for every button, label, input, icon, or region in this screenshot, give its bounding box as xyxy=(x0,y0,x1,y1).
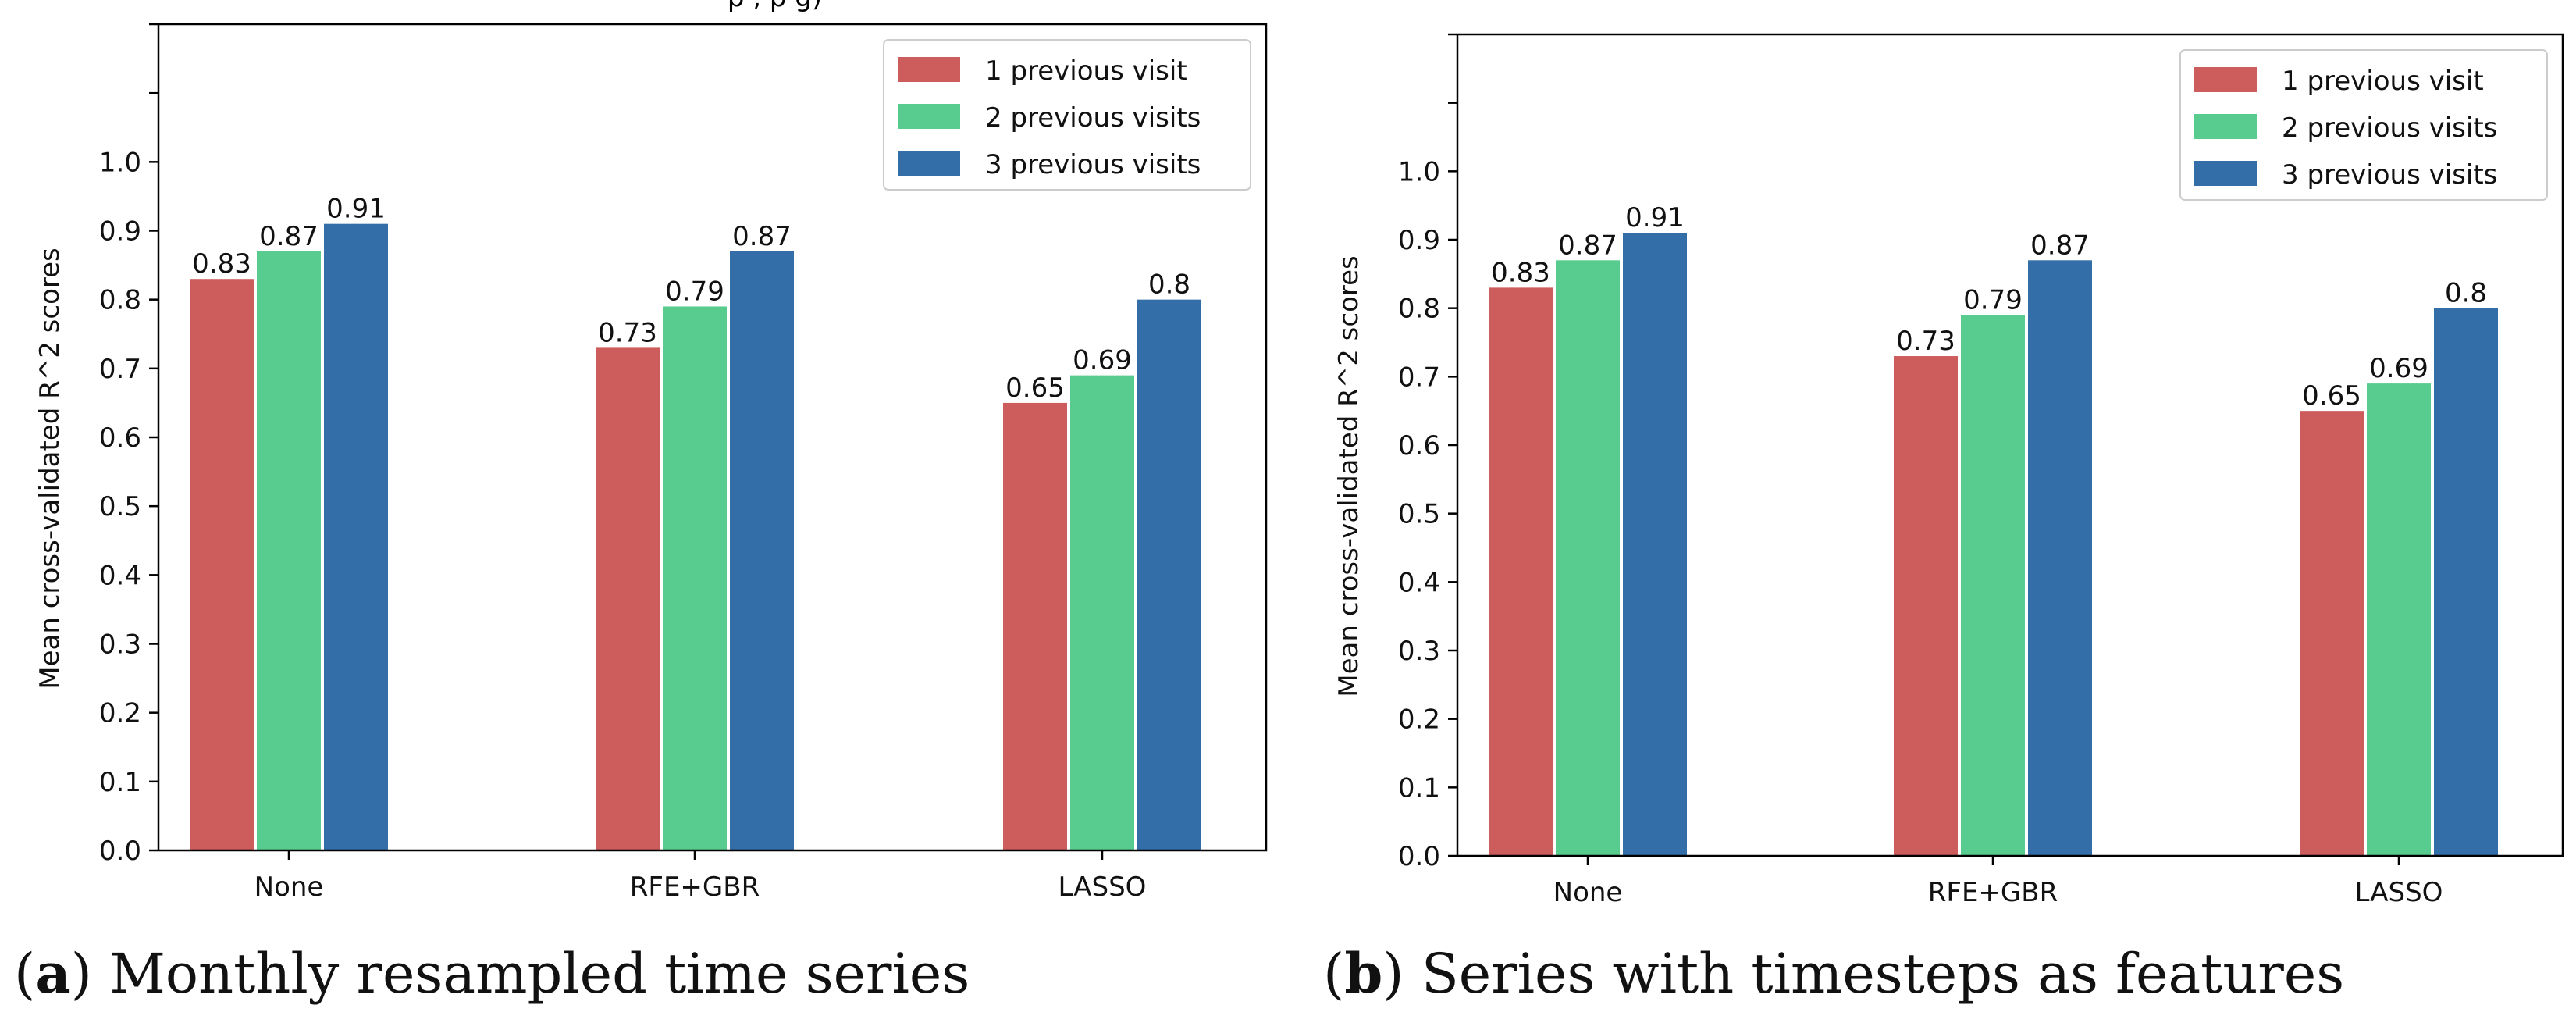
data-label-a-s3-3: 0.8 xyxy=(1148,269,1190,301)
bar-b-s3-rfegbr xyxy=(2028,260,2092,856)
y-tick-label-b-7: 0.7 xyxy=(1398,362,1440,393)
bar-a-s2-lasso xyxy=(1070,375,1134,850)
caption-a: (a) Monthly resampled time series xyxy=(14,941,970,1006)
legend-swatch-b-3 xyxy=(2194,161,2257,186)
x-tick-label-a-3: LASSO xyxy=(1059,871,1147,903)
data-label-a-s1-3: 0.65 xyxy=(1005,372,1065,404)
legend-box-b xyxy=(2179,49,2548,201)
data-label-a-s2-3: 0.69 xyxy=(1073,345,1132,376)
y-axis-label-a: Mean cross-validated R^2 scores xyxy=(34,248,66,689)
data-label-b-s1-3: 0.65 xyxy=(2302,380,2361,412)
legend-box-a xyxy=(883,39,1251,191)
y-tick-label-a-7: 0.7 xyxy=(99,354,141,385)
x-tick-label-a-1: None xyxy=(254,871,324,903)
bar-a-s1-rfegbr xyxy=(596,347,660,851)
legend-swatch-a-1 xyxy=(898,57,960,82)
caption-b-text: Series with timesteps as features xyxy=(1421,942,2345,1006)
x-tick-label-b-2: RFE+GBR xyxy=(1928,877,2058,908)
data-label-b-s1-1: 0.83 xyxy=(1491,257,1550,288)
bar-a-s1-none xyxy=(190,279,254,850)
data-label-b-s2-1: 0.87 xyxy=(1558,230,1617,261)
bar-b-s1-lasso xyxy=(2300,411,2364,856)
y-tick-label-b-6: 0.6 xyxy=(1398,430,1440,462)
bar-b-s2-lasso xyxy=(2367,383,2431,857)
chart-panel-b: 0.83 0.73 0.65 0.87 0.79 0.69 0.91 0.87 0.8 0.0 0.… xyxy=(1288,0,2576,1030)
y-tick-label-a-9: 0.9 xyxy=(99,216,141,248)
y-tick-label-b-8: 0.8 xyxy=(1398,294,1440,325)
bar-b-s3-none xyxy=(1623,233,1687,856)
data-label-a-s1-2: 0.73 xyxy=(598,317,657,348)
legend-swatch-b-1 xyxy=(2194,67,2257,92)
bar-a-s2-rfegbr xyxy=(663,306,727,850)
y-tick-label-a-10: 1.0 xyxy=(99,147,141,178)
y-tick-label-a-2: 0.2 xyxy=(99,698,141,729)
data-label-b-s1-2: 0.73 xyxy=(1896,326,1955,357)
chart-title-a: p , p g) xyxy=(728,0,822,13)
y-tick-label-a-4: 0.4 xyxy=(99,560,141,591)
y-tick-label-b-3: 0.3 xyxy=(1398,636,1440,667)
chart-a: p , p g) 0.83 0.73 0.65 0.87 0.79 0.69 0.91 0.87… xyxy=(34,0,1268,903)
data-label-b-s3-1: 0.91 xyxy=(1625,202,1685,233)
y-tick-label-b-4: 0.4 xyxy=(1398,567,1440,598)
legend-swatch-a-3 xyxy=(898,151,960,176)
data-label-a-s3-2: 0.87 xyxy=(732,221,792,252)
bar-b-s3-lasso xyxy=(2434,308,2498,857)
y-tick-label-a-1: 0.1 xyxy=(99,767,141,798)
y-tick-label-b-2: 0.2 xyxy=(1398,704,1440,736)
y-tick-label-a-6: 0.6 xyxy=(99,422,141,454)
bar-a-s3-none xyxy=(324,223,388,850)
y-axis-label-b: Mean cross-validated R^2 scores xyxy=(1333,255,1364,697)
data-label-b-s2-3: 0.69 xyxy=(2369,353,2428,384)
y-tick-label-b-0: 0.0 xyxy=(1398,841,1440,872)
caption-b: (b) Series with timesteps as features xyxy=(1323,941,2345,1006)
legend-label-b-2: 2 previous visits xyxy=(2282,112,2497,144)
bar-a-s3-lasso xyxy=(1137,299,1201,851)
bar-a-s1-lasso xyxy=(1003,402,1067,850)
chart-b: 0.830.730.650.870.790.690.910.870.80.00.… xyxy=(1333,33,2564,908)
bar-b-s2-none xyxy=(1556,260,1620,856)
data-label-b-s3-2: 0.87 xyxy=(2030,230,2090,261)
x-tick-label-b-1: None xyxy=(1553,877,1623,908)
y-tick-label-a-8: 0.8 xyxy=(99,285,141,316)
x-tick-label-b-3: LASSO xyxy=(2355,877,2443,908)
data-label-a-s3-1: 0.91 xyxy=(326,194,386,225)
legend-label-b-1: 1 previous visit xyxy=(2282,66,2484,97)
data-label-a-s2-2: 0.79 xyxy=(665,276,724,307)
caption-b-letter: b xyxy=(1344,941,1383,1006)
chart-panel-a: p , p g) 0.83 0.73 0.65 0.87 0.79 0.69 0.91 0.87… xyxy=(14,0,1268,1006)
caption-a-text: Monthly resampled time series xyxy=(109,942,970,1006)
y-tick-label-b-1: 0.1 xyxy=(1398,772,1440,804)
bar-b-s1-rfegbr xyxy=(1894,356,1958,856)
data-label-a-s2-1: 0.87 xyxy=(259,221,318,252)
data-label-b-s2-2: 0.79 xyxy=(1963,284,2023,315)
legend-label-a-3: 3 previous visits xyxy=(985,149,1201,180)
y-tick-label-a-3: 0.3 xyxy=(99,629,141,661)
bar-b-s2-rfegbr xyxy=(1961,315,2025,856)
y-tick-label-a-0: 0.0 xyxy=(99,836,141,867)
y-tick-label-b-5: 0.5 xyxy=(1398,499,1440,530)
bar-a-s3-rfegbr xyxy=(730,251,794,850)
bar-b-s1-none xyxy=(1489,287,1553,856)
y-tick-label-b-10: 1.0 xyxy=(1398,156,1440,187)
y-tick-label-b-9: 0.9 xyxy=(1398,225,1440,256)
data-label-b-s3-3: 0.8 xyxy=(2445,278,2487,309)
legend-label-a-1: 1 previous visit xyxy=(985,55,1187,87)
legend-swatch-a-2 xyxy=(898,104,960,129)
data-label-a-s1-1: 0.83 xyxy=(192,248,251,280)
caption-a-letter: a xyxy=(35,941,71,1006)
legend-label-a-2: 2 previous visits xyxy=(985,102,1201,134)
bar-a-s2-none xyxy=(257,251,321,850)
x-tick-label-a-2: RFE+GBR xyxy=(630,871,760,903)
y-tick-label-a-5: 0.5 xyxy=(99,491,141,522)
legend-label-b-3: 3 previous visits xyxy=(2282,159,2497,191)
legend-swatch-b-2 xyxy=(2194,114,2257,139)
